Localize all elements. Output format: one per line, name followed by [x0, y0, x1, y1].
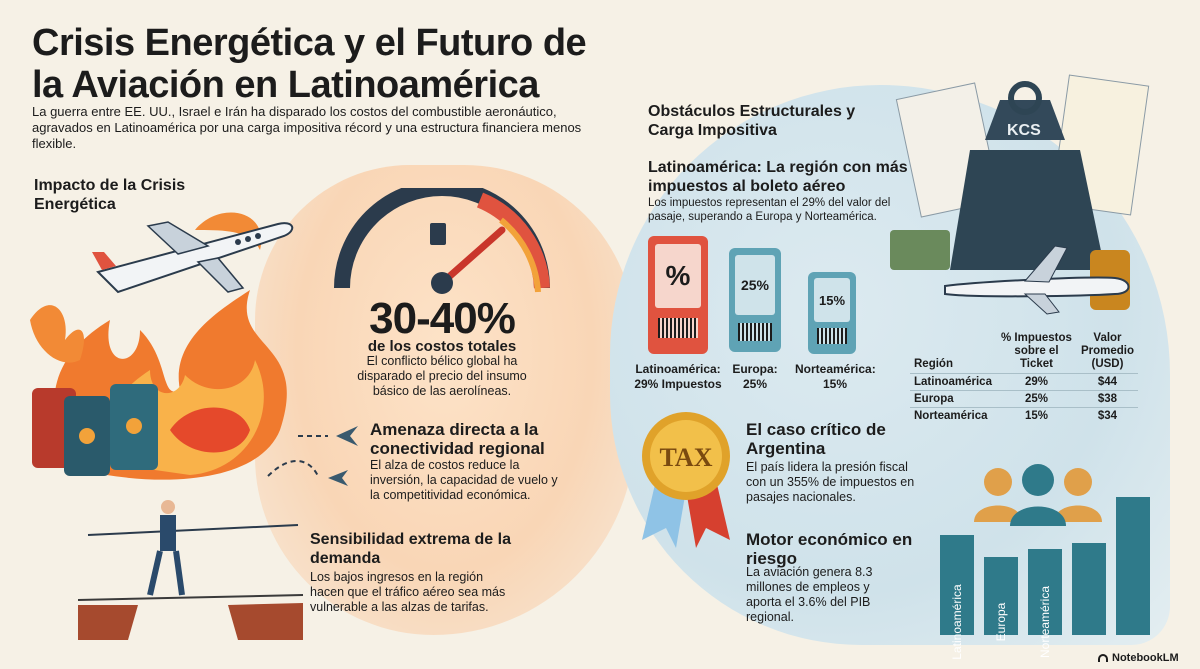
- table-cell: Norteamérica: [910, 407, 996, 424]
- ticket-europe: 25%: [729, 248, 781, 352]
- cost-stat-caption: de los costos totales: [367, 338, 517, 355]
- ticket-latam-glyph: %: [655, 244, 701, 308]
- brand-name: NotebookLM: [1112, 652, 1179, 664]
- bar-northamerica: Norteamérica: [1028, 549, 1062, 658]
- airplane-icon-right: [944, 245, 1130, 315]
- barcode-icon: [817, 328, 847, 344]
- bar-label: Norteamérica: [1038, 585, 1052, 659]
- tightrope-walker-illustration: [78, 500, 304, 640]
- bar-label: Europa: [994, 602, 1008, 642]
- flight-path-icon: [267, 426, 358, 486]
- brand-footer: NotebookLM: [1098, 652, 1179, 664]
- ticket-latam-label: Latinoamérica: 29% Impuestos: [634, 362, 722, 391]
- employment-bar-chart: Latinoamérica Europa Norteamérica: [930, 490, 1150, 660]
- section-title-impact: Impacto de la Crisis Energética: [34, 177, 186, 213]
- table-cell: Europa: [910, 390, 996, 408]
- table-row: Norteamérica 15% $34: [910, 407, 1138, 424]
- threat-text: El alza de costos reduce la inversión, l…: [370, 458, 558, 502]
- region-text: Los impuestos representan el 29% del val…: [648, 197, 891, 223]
- barcode-icon: [658, 318, 698, 338]
- engine-title: Motor económico en riesgo: [746, 530, 913, 568]
- table-header-region: Región: [914, 358, 953, 370]
- people-group-icon: [974, 464, 1102, 526]
- bar-extra-1: [1072, 543, 1106, 635]
- ticket-europe-label: Europa: 25%: [732, 362, 778, 391]
- tax-table: Región % Impuestos sobre el Ticket Valor…: [910, 330, 1138, 424]
- oil-barrels-icon: [32, 384, 158, 476]
- bar-extra-2: [1116, 497, 1150, 635]
- table-row: Latinoamérica 29% $44: [910, 373, 1138, 391]
- demand-text: Los bajos ingresos en la región hacen qu…: [310, 570, 506, 614]
- table-row: Europa 25% $38: [910, 390, 1138, 408]
- bar-latam: Latinoamérica: [940, 535, 974, 660]
- region-title: Latinoamérica: La región con más impuest…: [648, 159, 908, 195]
- tax-badge-label: TAX: [660, 443, 713, 472]
- page-title: Crisis Energética y el Futuro de la Avia…: [32, 22, 587, 106]
- intro-text: La guerra entre EE. UU., Israel e Irán h…: [32, 104, 582, 151]
- ticket-europe-glyph: 25%: [735, 255, 775, 315]
- ticket-northamerica-label: Norteamérica: 15%: [795, 362, 876, 391]
- notebooklm-logo-icon: [1098, 654, 1108, 662]
- fuel-gauge: [334, 188, 550, 294]
- table-cell: $34: [1076, 407, 1138, 424]
- ticket-northamerica-glyph: 15%: [814, 278, 850, 322]
- table-header-tax: % Impuestos sobre el Ticket: [1001, 332, 1072, 370]
- barcode-icon: [738, 323, 772, 341]
- table-cell: Latinoamérica: [910, 373, 996, 391]
- table-cell: 15%: [995, 407, 1077, 424]
- bar-label: Latinoamérica: [950, 584, 964, 660]
- airplane-icon: [92, 221, 294, 294]
- argentina-text: El país lidera la presión fiscal con un …: [746, 460, 915, 504]
- argentina-title: El caso crítico de Argentina: [746, 420, 886, 458]
- table-header-value: Valor Promedio (USD): [1080, 332, 1135, 370]
- section-title-obstacles: Obstáculos Estructurales y Carga Imposit…: [648, 103, 856, 139]
- table-cell: 29%: [995, 373, 1077, 391]
- threat-title: Amenaza directa a la conectividad region…: [370, 420, 545, 458]
- demand-title: Sensibilidad extrema de la demanda: [310, 531, 511, 567]
- ticket-northamerica: 15%: [808, 272, 856, 354]
- ticket-latam: %: [648, 236, 708, 354]
- weight-label: KCS: [1007, 122, 1041, 139]
- bar-europe: Europa: [984, 557, 1018, 641]
- table-cell: $44: [1076, 373, 1138, 391]
- table-cell: 25%: [995, 390, 1077, 408]
- tax-medal-icon: TAX: [642, 412, 730, 548]
- table-cell: $38: [1076, 390, 1138, 408]
- cost-stat-text: El conflicto bélico global ha disparado …: [357, 354, 527, 398]
- engine-text: La aviación genera 8.3 millones de emple…: [746, 565, 873, 624]
- cost-stat-value: 30-40%: [369, 294, 516, 343]
